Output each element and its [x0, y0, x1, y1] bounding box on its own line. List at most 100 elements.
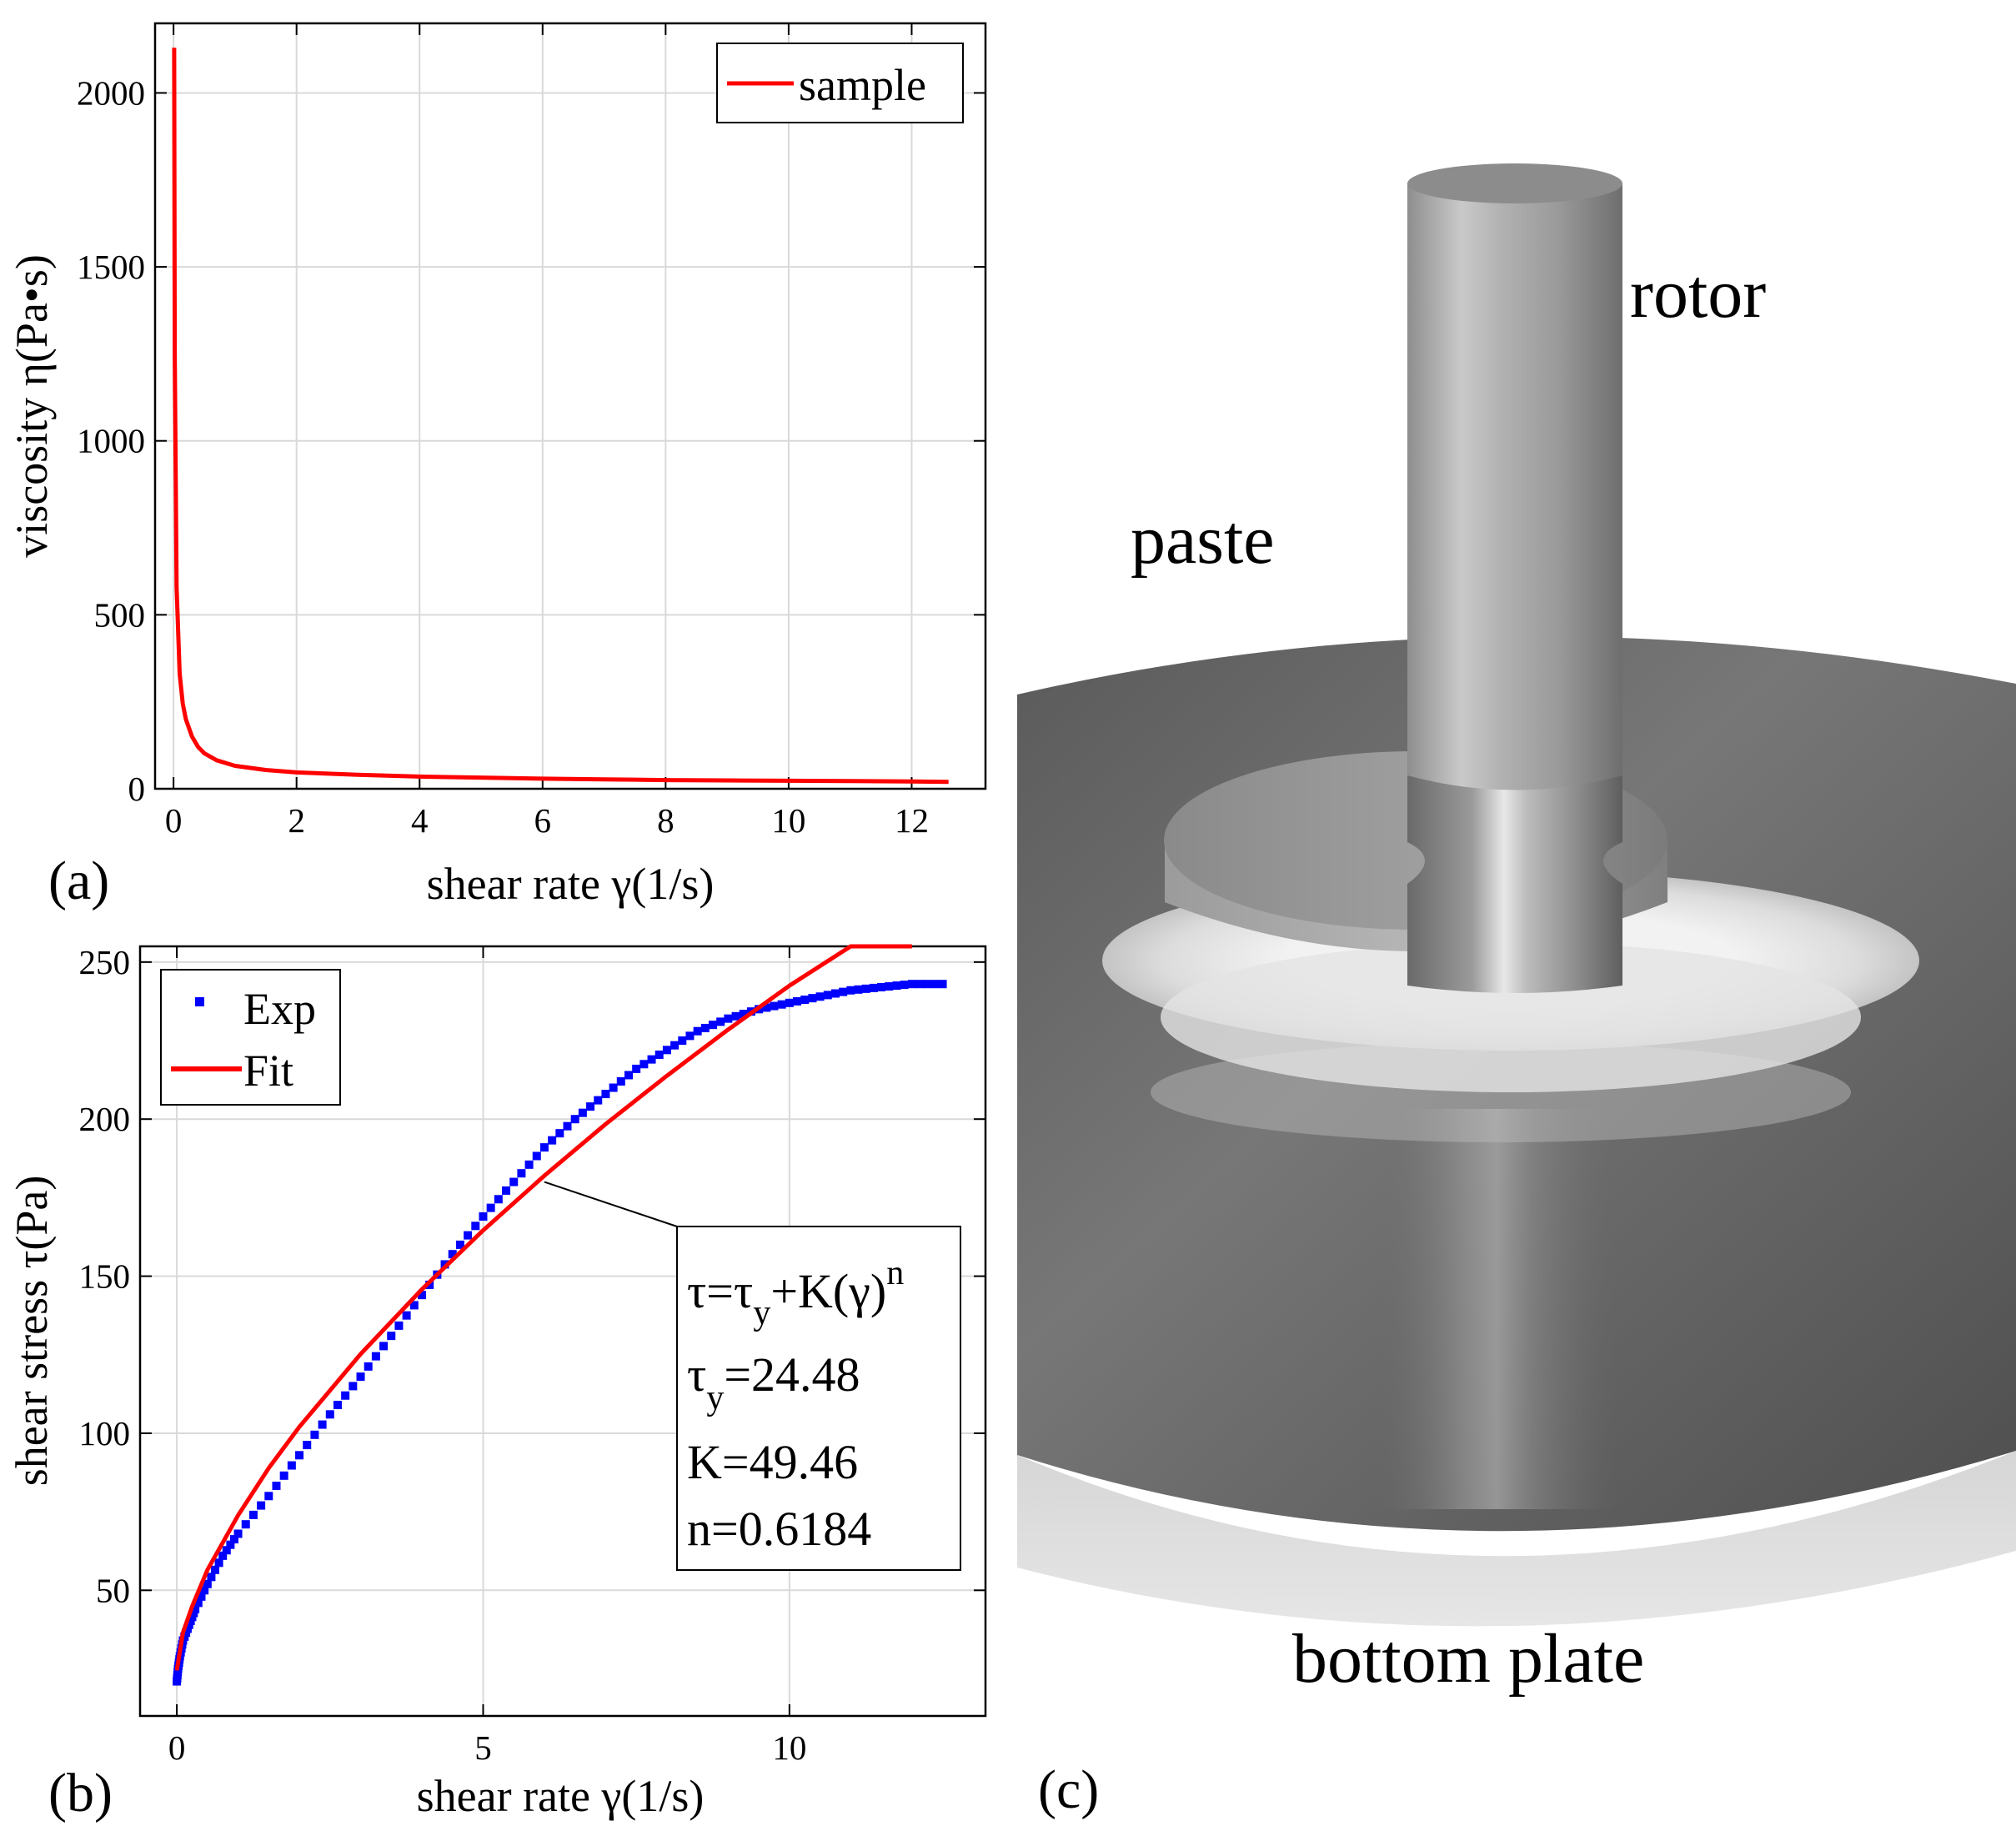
data-point-exp — [455, 1240, 464, 1249]
data-point-exp — [333, 1401, 342, 1410]
data-point-exp — [318, 1420, 327, 1429]
data-point-exp — [193, 1598, 203, 1608]
panel-b-ylabel: shear stress τ(Pa) — [7, 1176, 57, 1487]
x-tick-label: 5 — [474, 1728, 492, 1767]
panel-b-annotation-box — [676, 1226, 961, 1571]
y-tick-label: 250 — [79, 943, 131, 981]
data-point-exp — [229, 1535, 238, 1544]
data-point-exp — [203, 1579, 212, 1588]
data-point-exp — [693, 1026, 702, 1036]
data-point-exp — [448, 1250, 457, 1259]
panel-b-label: (b) — [48, 1763, 113, 1823]
data-point-exp — [685, 1031, 695, 1041]
panel-b-annotation-formula: τ=τy+K(γ)n — [687, 1254, 904, 1332]
data-point-exp — [356, 1372, 365, 1382]
data-point-exp — [364, 1362, 373, 1371]
data-point-exp — [877, 982, 886, 991]
data-point-exp — [770, 1001, 779, 1011]
x-tick-label: 10 — [771, 801, 805, 840]
y-tick-label: 1500 — [77, 248, 145, 286]
data-point-exp — [479, 1211, 488, 1221]
data-point-exp — [861, 984, 870, 993]
data-point-exp — [471, 1222, 480, 1231]
panel-a-ticks: 0 2 4 6 8 10 12 0 500 1000 1500 2000 — [77, 23, 985, 840]
data-point-exp — [295, 1451, 304, 1460]
data-point-exp — [222, 1546, 231, 1555]
data-point-exp — [563, 1121, 572, 1131]
panel-b-legend-box — [160, 969, 341, 1106]
data-point-exp — [616, 1076, 625, 1086]
data-point-exp — [777, 1000, 786, 1009]
x-tick-label: 10 — [772, 1728, 806, 1767]
data-point-exp — [739, 1009, 748, 1018]
data-point-exp — [197, 1592, 206, 1601]
data-point-exp — [226, 1540, 235, 1549]
data-point-exp — [662, 1046, 671, 1055]
data-point-exp — [724, 1014, 733, 1023]
bottom-plate-rim — [1017, 1451, 2016, 1627]
data-point-exp — [907, 980, 916, 989]
series-line-fit — [174, 944, 912, 1671]
series-markers-exp — [173, 980, 947, 1686]
data-point-exp — [624, 1071, 633, 1080]
data-point-exp — [716, 1017, 725, 1026]
data-point-exp — [915, 980, 925, 989]
data-point-exp — [524, 1160, 534, 1169]
data-point-exp — [846, 986, 855, 995]
panel-a-axes-box — [153, 22, 987, 790]
data-point-exp — [486, 1203, 495, 1212]
panel-a-grid — [155, 23, 985, 790]
data-point-exp — [279, 1471, 288, 1480]
data-point-exp — [938, 980, 947, 989]
data-point-exp — [402, 1311, 411, 1320]
data-point-exp — [494, 1195, 503, 1204]
paste-ring-lower — [1161, 942, 1861, 1092]
data-point-exp — [632, 1064, 641, 1073]
panel-b-annotation-n: n=0.6184 — [687, 1502, 871, 1556]
data-point-exp — [555, 1129, 564, 1138]
data-point-exp — [785, 998, 794, 1007]
panel-b-ticks: 0 5 10 50 100 150 200 250 — [79, 943, 985, 1767]
panel-b-annotation-tau-y: τy=24.48 — [687, 1347, 860, 1417]
data-point-exp — [509, 1177, 519, 1186]
data-point-exp — [418, 1291, 426, 1300]
data-point-exp — [930, 980, 940, 989]
panel-b-legend-swatch-exp — [195, 997, 204, 1006]
panel-a-viscosity-chart: 0 2 4 6 8 10 12 0 500 1000 1500 2000 sample shear r… — [7, 22, 987, 911]
data-point-exp — [900, 981, 909, 990]
data-point-exp — [207, 1573, 216, 1582]
data-point-exp — [647, 1055, 656, 1064]
x-tick-label: 4 — [411, 801, 429, 840]
data-point-exp — [823, 991, 832, 1000]
paste-label: paste — [1131, 501, 1275, 579]
panel-b-annotation-pointer — [544, 1181, 678, 1227]
data-point-exp — [211, 1565, 220, 1574]
data-point-exp — [800, 996, 810, 1005]
data-point-exp — [341, 1391, 350, 1400]
panel-b-shear-stress-chart: 0 5 10 50 100 150 200 250 Exp Fit τ=τy+K(γ)n τy… — [7, 943, 987, 1823]
data-point-exp — [793, 996, 802, 1006]
data-point-exp — [349, 1382, 358, 1391]
panel-a-series — [172, 48, 949, 785]
data-point-exp — [218, 1551, 228, 1560]
data-point-exp — [570, 1115, 579, 1124]
rotor-shaft-neck — [1407, 775, 1622, 993]
data-point-exp — [709, 1021, 718, 1030]
data-point-exp — [830, 989, 840, 998]
panel-b-fit-annotation: τ=τy+K(γ)n τy=24.48 K=49.46 n=0.6184 — [544, 1181, 961, 1571]
panel-b-annotation-k: K=49.46 — [687, 1435, 858, 1489]
data-point-exp — [601, 1090, 610, 1099]
x-tick-label: 8 — [657, 801, 675, 840]
data-point-exp — [594, 1096, 603, 1105]
data-point-exp — [287, 1461, 296, 1470]
data-point-exp — [586, 1102, 595, 1111]
panel-a-xlabel: shear rate γ(1/s) — [427, 859, 715, 909]
y-tick-label: 2000 — [77, 73, 145, 112]
x-tick-label: 0 — [168, 1728, 186, 1767]
y-tick-label: 200 — [79, 1100, 131, 1138]
panel-b-grid — [140, 946, 985, 1716]
data-point-exp — [815, 992, 825, 1001]
data-point-exp — [409, 1301, 419, 1310]
data-point-exp — [257, 1501, 266, 1510]
